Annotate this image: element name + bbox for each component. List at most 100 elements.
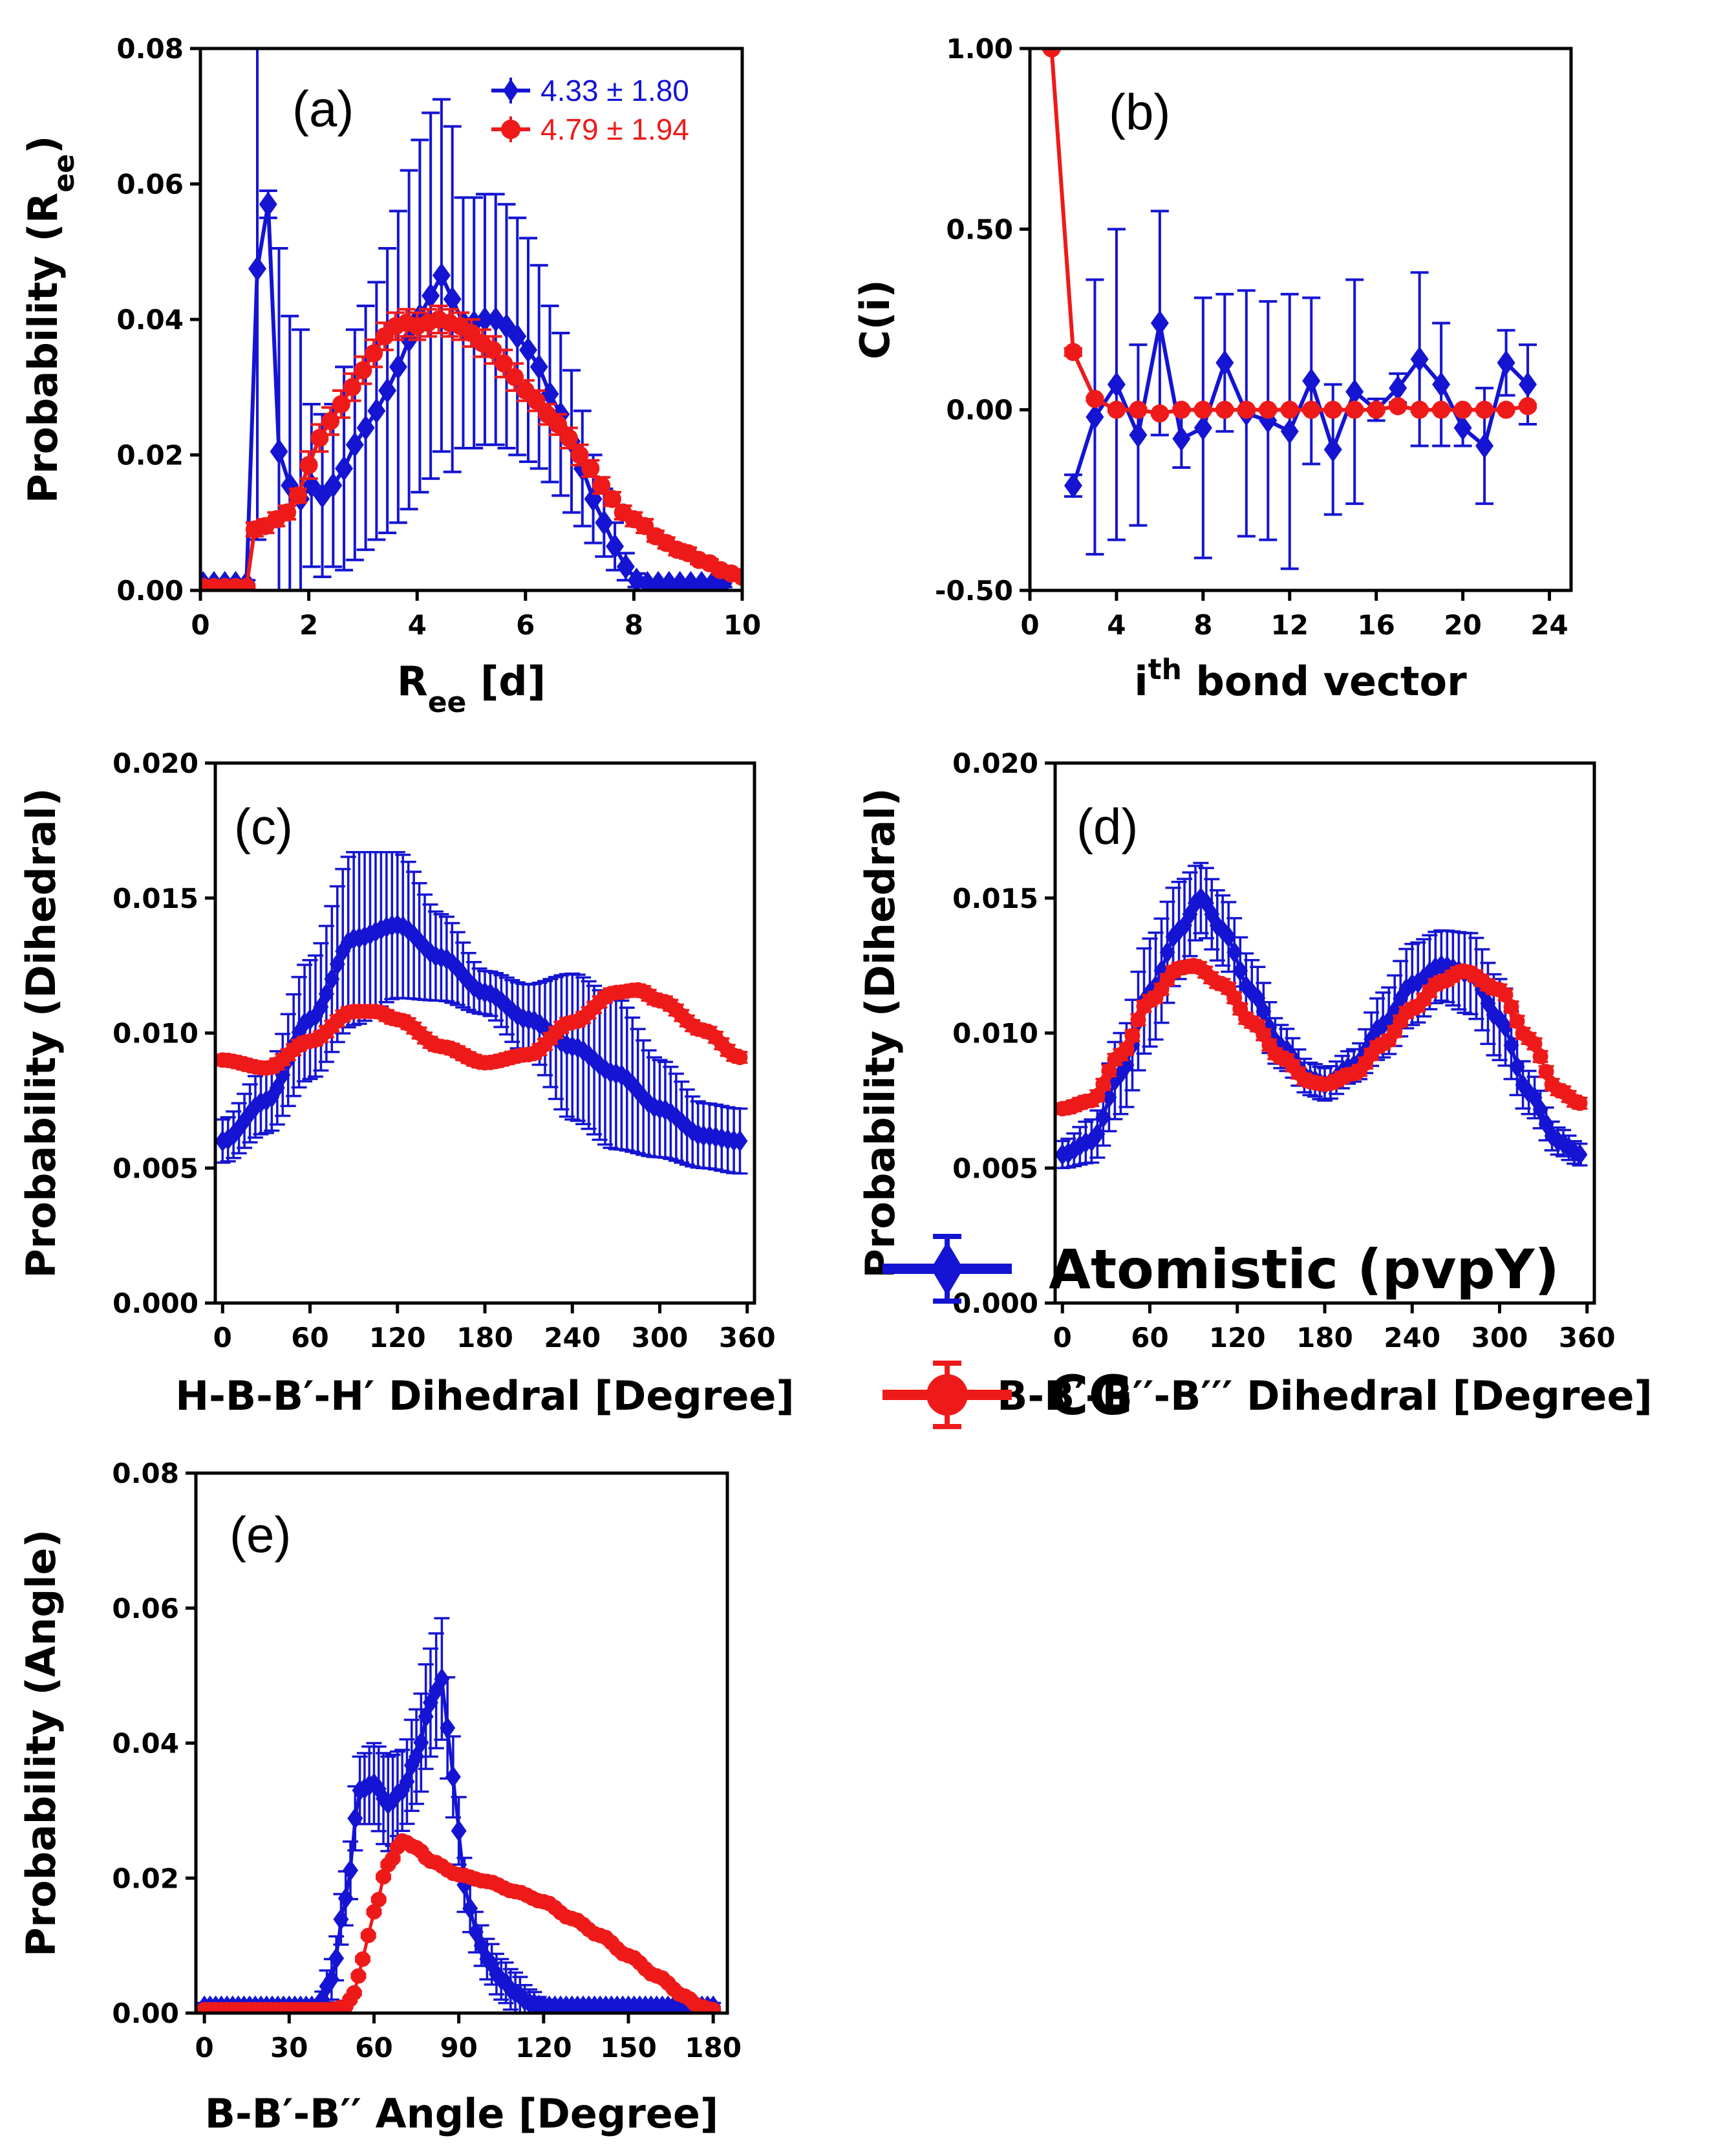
figure-legend: Atomistic (pvpY) CG (883, 1234, 1559, 1429)
data-point (506, 368, 524, 387)
data-point (1193, 400, 1212, 419)
inset-legend-marker (501, 120, 520, 139)
panel-d: 0 60 120 180 240 300 360 0.000 0.005 0.010 0.015 0.… (857, 748, 1653, 1419)
data-point (337, 1887, 354, 1910)
data-point (318, 983, 334, 1005)
panel-label: (a) (292, 80, 354, 137)
data-point (1280, 418, 1299, 444)
data-point (1118, 1041, 1135, 1057)
data-point (451, 1820, 467, 1842)
data-point (495, 354, 513, 373)
plot-frame (194, 1471, 729, 2015)
x-tick-label: 8 (625, 609, 643, 641)
data-point (475, 307, 494, 332)
data-point (714, 570, 733, 592)
data-point (1509, 1055, 1525, 1078)
y-tick-label: 0.015 (112, 883, 198, 914)
data-point (259, 191, 277, 217)
series-line-cg (204, 1839, 714, 2012)
data-point (1389, 375, 1407, 401)
plot-frame (1053, 761, 1596, 1305)
y-axis-label: Probability (Dihedral) (857, 788, 904, 1278)
data-point (1572, 1143, 1588, 1166)
data-point (1497, 350, 1515, 376)
data-point (366, 1904, 382, 1920)
plot-area (215, 851, 748, 1175)
data-point (354, 361, 372, 380)
legend-atomistic-marker (931, 1242, 963, 1296)
data-point (310, 429, 329, 447)
data-point (570, 446, 589, 464)
plot-frame (198, 47, 744, 592)
data-point (616, 554, 635, 579)
data-point (1064, 473, 1082, 499)
data-point (1509, 1013, 1525, 1029)
data-point (1095, 1076, 1111, 1092)
panel-e: 0 30 60 90 120 150 180 0.00 0.02 0.04 0.06 0.08 (e) B… (17, 1458, 742, 2137)
data-point (705, 2001, 722, 2014)
data-point (1345, 379, 1364, 405)
y-tick-label: 0.020 (952, 748, 1038, 779)
x-tick-label: 360 (719, 1322, 776, 1353)
legend-atomistic-label: Atomistic (pvpY) (1049, 1238, 1559, 1301)
data-point (270, 438, 288, 464)
data-point (1280, 400, 1299, 419)
data-point (378, 378, 397, 404)
data-point (519, 337, 537, 363)
data-point (346, 1985, 362, 2001)
panel-label: (e) (230, 1506, 291, 1563)
data-point (1107, 400, 1126, 419)
y-tick-label: 0.005 (112, 1152, 198, 1184)
y-tick-label: 0.02 (112, 1862, 179, 1894)
data-point (488, 1963, 504, 1985)
data-point (434, 1668, 450, 1690)
y-tick-label: 0.06 (116, 169, 184, 200)
x-tick-label: 6 (516, 609, 535, 641)
data-point (360, 1927, 376, 1943)
data-point (288, 486, 307, 505)
data-point (376, 1869, 392, 1885)
x-axis-label: B-B′-B′′-B′′′ Dihedral [Degree] (997, 1372, 1653, 1419)
data-point (248, 255, 266, 282)
data-point (497, 313, 516, 340)
plot-frame (213, 761, 756, 1305)
data-point (549, 415, 568, 434)
data-point (1302, 400, 1321, 419)
y-tick-label: 1.00 (946, 33, 1013, 65)
data-point (1259, 407, 1278, 434)
x-tick-label: 240 (544, 1322, 601, 1353)
panel-label: (b) (1109, 83, 1170, 140)
y-tick-label: 0.02 (116, 440, 184, 471)
data-point (1089, 1123, 1106, 1145)
data-point (1159, 941, 1175, 964)
x-tick-label: 0 (191, 609, 209, 641)
x-tick-label: 12 (1271, 609, 1309, 641)
data-point (399, 1771, 415, 1793)
data-point (335, 455, 354, 482)
data-point (530, 354, 548, 380)
data-point (1256, 1000, 1272, 1023)
data-point (1432, 371, 1451, 398)
x-tick-label: 120 (369, 1322, 426, 1353)
data-point (1410, 346, 1429, 372)
data-point (237, 577, 256, 592)
data-point (1453, 415, 1472, 441)
data-point (418, 1705, 434, 1728)
x-tick-label: 8 (1193, 609, 1212, 641)
inset-legend-label: 4.79 ± 1.94 (540, 113, 689, 146)
data-point (1526, 1036, 1543, 1052)
data-point (595, 510, 614, 535)
x-tick-label: 0 (213, 1322, 232, 1353)
data-point (606, 534, 625, 559)
x-tick-label: 60 (291, 1322, 328, 1353)
x-tick-label: 16 (1357, 609, 1395, 641)
data-point (422, 283, 440, 308)
y-tick-label: 0.08 (116, 33, 184, 65)
data-point (343, 1859, 359, 1882)
y-tick-label: 0.005 (952, 1152, 1038, 1184)
data-point (1432, 400, 1451, 419)
x-tick-label: 0 (1020, 609, 1039, 641)
y-tick-label: 0.08 (112, 1458, 179, 1489)
x-tick-label: 300 (1471, 1322, 1528, 1353)
panel-c: 0 60 120 180 240 300 360 0.000 0.005 0.010 0.015 0.… (17, 748, 795, 1419)
